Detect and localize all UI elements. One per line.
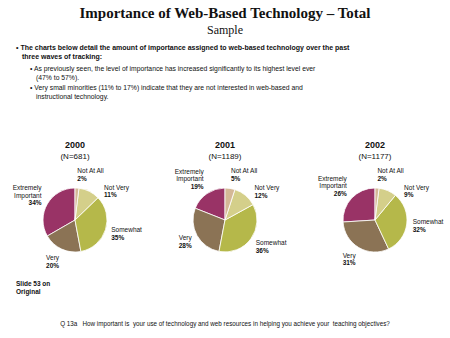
slice-label: Very28% — [179, 234, 193, 249]
slice-category: Somewhat — [413, 218, 444, 225]
slice-label: Very31% — [343, 252, 357, 267]
data-label: 9% — [404, 191, 414, 198]
data-label: 2% — [377, 175, 387, 182]
annotation: Slide 53 onOriginal — [16, 280, 50, 296]
annotation-line: Slide 53 on — [16, 280, 50, 287]
slice-label: Not Very11% — [104, 184, 130, 199]
slice-label: ExtremelyImportant34% — [13, 184, 43, 206]
annotation-line: • Very small minorities (11% to 17%) ind… — [30, 84, 303, 92]
annotation: Q 13a How important is your use of techn… — [60, 320, 390, 328]
data-label: 36% — [256, 247, 269, 254]
pie-title: 2002 — [365, 140, 385, 150]
data-label: 11% — [104, 191, 117, 198]
chart-root: Importance of Web-Based Technology – Tot… — [0, 0, 450, 338]
annotation-line: Original — [16, 288, 41, 296]
pie-title: 2001 — [215, 140, 235, 150]
slice-label: ExtremelyImportant19% — [175, 168, 205, 190]
pie-subtitle: (N=1189) — [209, 152, 242, 161]
slice-label: Not At All2% — [77, 167, 104, 182]
pie-slice — [375, 188, 395, 220]
annotation-line: • The charts below detail the amount of … — [16, 44, 350, 52]
data-label: 12% — [254, 192, 267, 199]
slice-category: Somewhat — [256, 239, 287, 246]
pie-slice — [225, 188, 235, 220]
data-label: 19% — [191, 183, 204, 190]
data-label: 20% — [46, 262, 59, 269]
annotation-line: Q 13a How important is your use of techn… — [60, 320, 390, 328]
annotation-line: • As previously seen, the level of impor… — [30, 65, 316, 73]
slice-label: Somewhat36% — [256, 239, 287, 254]
pie-slice — [375, 188, 379, 220]
slice-category: Not At All — [377, 167, 404, 174]
slice-category: Not At All — [77, 167, 104, 174]
slice-label: Very20% — [46, 254, 60, 269]
data-label: 35% — [111, 234, 124, 241]
pie-chart: 2000 (N=681) ExtremelyImportant34% Very20% S… — [13, 140, 142, 269]
slice-label: Not At All5% — [231, 167, 258, 182]
slice-label: Not At All2% — [377, 167, 404, 182]
slice-label: Somewhat32% — [413, 218, 444, 233]
slice-label: ExtremelyImportant26% — [318, 175, 348, 197]
pie-subtitle: (N=681) — [60, 152, 89, 161]
data-label: 2% — [77, 175, 87, 182]
pie-chart: 2002 (N=1177) ExtremelyImportant26% Very31%… — [318, 140, 444, 266]
data-label: 34% — [29, 199, 42, 206]
title: Importance of Web-Based Technology – Tot… — [79, 5, 370, 21]
pie-slice — [343, 188, 375, 222]
slice-label: Not Very12% — [254, 184, 280, 199]
data-label: 32% — [413, 226, 426, 233]
annotation: • The charts below detail the amount of … — [16, 44, 350, 61]
annotation-line: three waves of tracking: — [22, 53, 102, 61]
data-label: 28% — [179, 242, 192, 249]
slice-category: Not At All — [231, 167, 258, 174]
title: Sample — [207, 23, 243, 37]
pie-chart: 2001 (N=1189) ExtremelyImportant19% Very28%… — [175, 140, 287, 254]
annotation-line: instructional technology. — [36, 93, 109, 101]
slice-label: Somewhat35% — [111, 226, 142, 241]
data-label: 5% — [231, 175, 241, 182]
pie-title: 2000 — [65, 140, 85, 150]
data-label: 26% — [334, 190, 347, 197]
annotation-line: (47% to 57%). — [36, 74, 79, 82]
annotation: • As previously seen, the level of impor… — [30, 65, 316, 82]
pie-slice — [75, 188, 98, 220]
slice-category: Somewhat — [111, 226, 142, 233]
slice-label: Not Very9% — [404, 184, 430, 199]
annotation: • Very small minorities (11% to 17%) ind… — [30, 84, 303, 101]
background — [0, 0, 450, 338]
pie-slice — [75, 188, 79, 220]
pie-subtitle: (N=1177) — [359, 152, 392, 161]
data-label: 31% — [343, 259, 356, 266]
